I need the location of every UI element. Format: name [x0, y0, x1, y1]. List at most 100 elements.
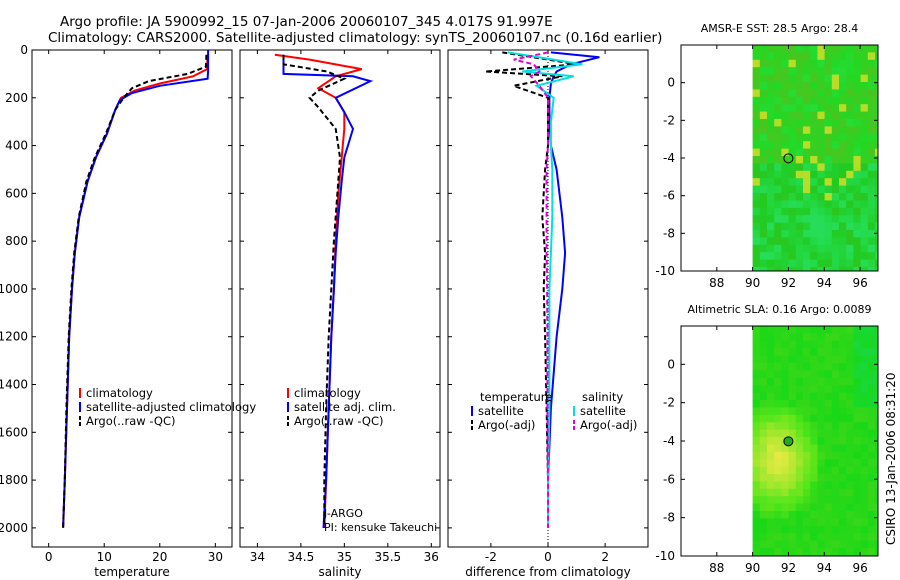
legend-label: climatology [294, 386, 361, 400]
map-cell [788, 126, 797, 135]
map-cell [875, 67, 878, 75]
map-cell [867, 400, 876, 408]
map-cell [774, 82, 782, 90]
map-cell [860, 45, 869, 53]
map-cell [824, 385, 833, 393]
map-cell [824, 200, 833, 209]
map-cell [875, 548, 878, 556]
map-cell [867, 119, 876, 127]
map-cell [846, 222, 854, 231]
map-cell [817, 74, 825, 83]
map-cell [875, 518, 878, 527]
map-cell [810, 89, 818, 98]
map-cell [875, 230, 878, 238]
map-cell [824, 474, 833, 482]
map-cell [759, 207, 768, 216]
map-cell [824, 207, 833, 216]
map-cell [831, 119, 840, 127]
map-cell [767, 119, 775, 127]
map-cell [810, 52, 818, 61]
map-cell [875, 555, 878, 556]
map-cell [875, 178, 878, 186]
map-cell [767, 340, 775, 349]
map-cell [867, 200, 876, 209]
map-cell [774, 52, 782, 61]
map-cell [846, 400, 854, 408]
map-cell [752, 119, 761, 127]
map-cell [831, 156, 840, 164]
map-cell [839, 377, 847, 386]
map-cell [817, 392, 825, 401]
map-cell [774, 74, 782, 83]
map-cell [774, 59, 782, 68]
map-cell [810, 222, 818, 231]
map-cell [810, 230, 818, 238]
map-cell [781, 133, 789, 142]
map-cell [831, 333, 840, 342]
map-cell [831, 414, 840, 423]
map-cell [803, 407, 811, 416]
map-cell [817, 82, 825, 90]
map-cell [803, 377, 811, 386]
map-cell [831, 407, 840, 416]
map-cell [774, 267, 782, 271]
map-cell [817, 488, 825, 497]
map-cell [795, 215, 804, 223]
map-cell [817, 474, 825, 482]
map-cell [759, 503, 768, 512]
map-cell [817, 126, 825, 135]
map-cell [774, 67, 782, 75]
map-cell [831, 548, 840, 556]
map-cell [803, 518, 811, 527]
legend-label: Argo(..raw -QC) [86, 414, 176, 428]
map-cell [824, 533, 833, 541]
map-cell [810, 178, 818, 186]
map-cell [860, 488, 869, 497]
map-cell [810, 533, 818, 541]
map-cell [817, 141, 825, 149]
map-cell [788, 496, 797, 504]
map-cell [846, 133, 854, 142]
map-cell [781, 407, 789, 416]
x-tick-label: 94 [817, 276, 832, 290]
map-cell [803, 466, 811, 475]
map-cell [774, 119, 782, 127]
map-cell [846, 333, 854, 342]
map-cell [774, 111, 782, 120]
map-cell [767, 385, 775, 393]
map-cell [759, 555, 768, 556]
map-cell [810, 496, 818, 504]
map-cell [803, 437, 811, 445]
map-cell [853, 259, 861, 268]
map-cell [767, 466, 775, 475]
map-cell [795, 533, 804, 541]
map-cell [853, 230, 861, 238]
map-cell [824, 488, 833, 497]
map-cell [817, 193, 825, 201]
map-cell [803, 340, 811, 349]
salinity-series-0 [274, 53, 362, 528]
map-cell [810, 59, 818, 68]
map-cell [803, 126, 811, 135]
map-cell [810, 422, 818, 430]
x-tick-label: 34.5 [288, 550, 315, 564]
map-cell [788, 533, 797, 541]
map-cell [774, 385, 782, 393]
map-cell [853, 385, 861, 393]
map-cell [781, 429, 789, 438]
map-cell [824, 437, 833, 445]
map-cell [817, 45, 825, 53]
map-cell [767, 407, 775, 416]
map-cell [839, 156, 847, 164]
map-cell [839, 414, 847, 423]
map-cell [810, 237, 818, 246]
map-cell [759, 355, 768, 364]
map-cell [767, 400, 775, 408]
map-cell [860, 422, 869, 430]
map-cell [839, 89, 847, 98]
map-cell [839, 370, 847, 379]
map-cell [831, 518, 840, 527]
map-cell [846, 82, 854, 90]
map-cell [817, 259, 825, 268]
map-cell [788, 511, 797, 519]
